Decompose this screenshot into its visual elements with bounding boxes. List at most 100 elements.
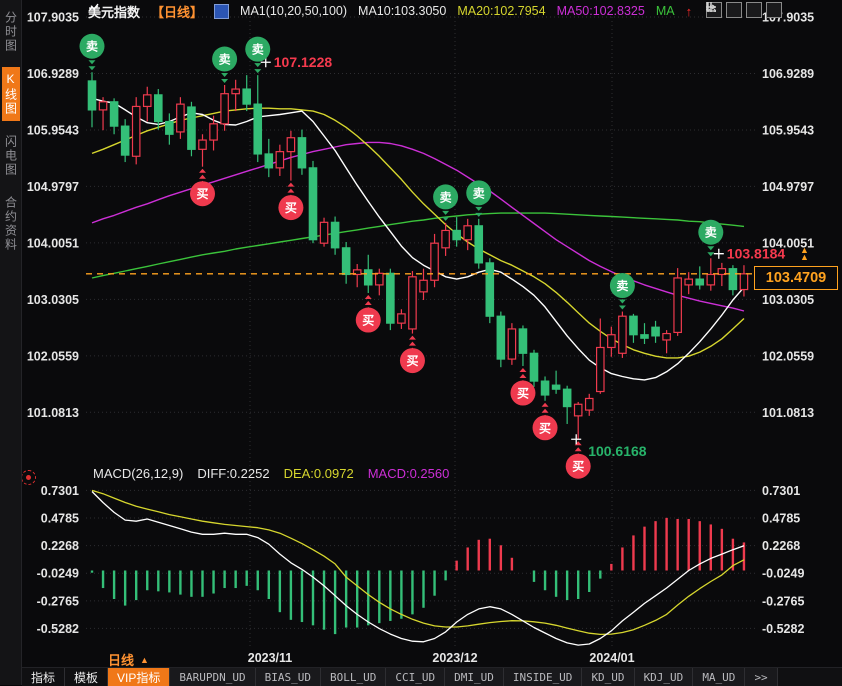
buy-arrow-icon: [287, 182, 295, 187]
ma100-label: MA: [655, 4, 675, 18]
price-tick-right: 104.0051: [762, 236, 814, 250]
candle-body: [375, 272, 384, 286]
sell-arrow-icon: [88, 66, 96, 71]
sell-arrow-icon: [475, 212, 483, 217]
candle-body: [231, 88, 240, 95]
price-tick-right: 106.9289: [762, 67, 814, 81]
candle-body: [640, 334, 649, 339]
chart-toolbar: [706, 2, 782, 18]
macd-tick-right: 0.2268: [762, 539, 800, 553]
sidebar-tab-1[interactable]: K线图: [1, 67, 20, 121]
candle-body: [408, 276, 417, 330]
candle-body: [154, 94, 163, 123]
ma-group-label: MA1(10,20,50,100): [240, 4, 348, 18]
candle-body: [397, 313, 406, 324]
buy-signal-label: 买: [539, 421, 551, 435]
symbol-title: 美元指数: [88, 4, 141, 20]
candle-body: [131, 105, 141, 157]
sidebar-tab-0[interactable]: 分时图: [3, 11, 18, 53]
period-selector[interactable]: 日线 ▲: [108, 650, 149, 669]
buy-arrow-icon: [199, 168, 206, 173]
macd-tick-left: -0.0249: [37, 567, 79, 581]
candle-body: [319, 221, 329, 244]
current-price-box: 103.4709: [754, 266, 838, 290]
sell-arrow-icon: [254, 69, 262, 74]
sell-arrow-icon: [221, 72, 229, 77]
candle-body: [518, 328, 528, 354]
candle-body: [562, 388, 572, 408]
sell-signal-marker: [433, 184, 459, 210]
candle-body: [253, 103, 263, 155]
candle-body: [673, 277, 682, 334]
ma20-value: MA20:102.7954: [457, 4, 546, 18]
candle-body: [662, 332, 671, 341]
sell-annotation: 103.8184: [727, 246, 786, 262]
candle-body: [629, 315, 638, 336]
macd-indicator-icon[interactable]: [21, 470, 36, 485]
indicator-tab-11[interactable]: MA_UD: [693, 668, 746, 686]
candle-body: [474, 225, 484, 264]
chart-header: 美元指数 【日线】 MA1(10,20,50,100) MA10:103.305…: [88, 3, 692, 20]
candle-body: [584, 397, 594, 411]
x-axis-scale-icon[interactable]: [706, 2, 762, 18]
macd-header: MACD(26,12,9) DIFF:0.2252 DEA:0.0972 MAC…: [93, 466, 449, 481]
sell-signal-label: 卖: [219, 51, 231, 66]
candle-body: [330, 221, 340, 249]
sell-arrow-icon: [88, 60, 96, 65]
pan-right-icon[interactable]: [707, 2, 782, 18]
buy-arrow-icon: [541, 408, 549, 413]
candle-body: [120, 125, 130, 156]
indicator-tab-6[interactable]: CCI_UD: [386, 668, 446, 686]
sell-signal-marker: [79, 33, 105, 59]
buy-signal-label: 买: [517, 387, 529, 401]
candle-body: [595, 346, 605, 393]
sell-signal-marker: [466, 180, 492, 206]
candle-body: [618, 315, 627, 354]
price-tick-right: 102.0559: [762, 349, 814, 363]
y-axis-scale-icon[interactable]: [706, 2, 742, 18]
candle-body: [684, 278, 694, 286]
indicator-tab-1[interactable]: 模板: [65, 668, 109, 686]
candle-body: [452, 229, 461, 241]
candle-body: [496, 315, 506, 360]
indicator-tab-4[interactable]: BIAS_UD: [255, 668, 321, 686]
period-dropdown-arrow-icon: ▲: [140, 654, 149, 665]
candle-body: [98, 101, 108, 111]
indicator-tab-2[interactable]: VIP指标: [108, 668, 171, 686]
buy-signal-marker: [278, 195, 304, 221]
sidebar: 分时图 K线图闪电图合约资料: [0, 0, 22, 685]
candle-body: [187, 106, 196, 150]
sidebar-tab-3[interactable]: 合约资料: [3, 196, 18, 252]
candle-body: [275, 151, 285, 169]
macd-diff-value: DIFF:0.2252: [197, 466, 270, 481]
macd-diff-line: [91, 491, 745, 646]
buy-arrow-icon: [199, 174, 206, 179]
buy-arrow-icon: [364, 301, 372, 306]
candle-body: [573, 403, 583, 417]
indicator-tab-10[interactable]: KDJ_UD: [634, 668, 694, 686]
indicator-tab-3[interactable]: BARUPDN_UD: [170, 668, 256, 686]
indicator-tab-9[interactable]: KD_UD: [582, 668, 635, 686]
macd-tick-right: -0.2765: [762, 594, 804, 608]
candle-body: [286, 137, 296, 153]
sidebar-tab-2[interactable]: 闪电图: [3, 135, 18, 177]
indicator-tab-12[interactable]: >>: [745, 668, 778, 686]
macd-tick-left: 0.2268: [41, 539, 79, 553]
price-tick-right: 104.9797: [762, 180, 814, 194]
buy-signal-marker: [355, 307, 381, 333]
sell-annotation: 107.1228: [274, 54, 333, 70]
macd-dea-value: DEA:0.0972: [283, 466, 354, 481]
indicator-tab-8[interactable]: INSIDE_UD: [503, 668, 583, 686]
buy-signal-marker: [565, 453, 591, 479]
indicator-tab-5[interactable]: BOLL_UD: [320, 668, 387, 686]
buy-signal-label: 买: [406, 354, 418, 368]
indicator-tab-0[interactable]: 指标: [22, 668, 66, 686]
indicator-tabbar: 指标 模板 VIP指标 BARUPDN_UD BIAS_UD BOLL_UD CCI_UD D…: [22, 667, 842, 686]
buy-arrow-icon: [574, 447, 582, 452]
macd-name: MACD(26,12,9): [93, 466, 184, 481]
indicator-tab-7[interactable]: DMI_UD: [445, 668, 504, 686]
kline-style-icon[interactable]: [88, 3, 230, 19]
signal-cross-icon: [713, 248, 724, 259]
